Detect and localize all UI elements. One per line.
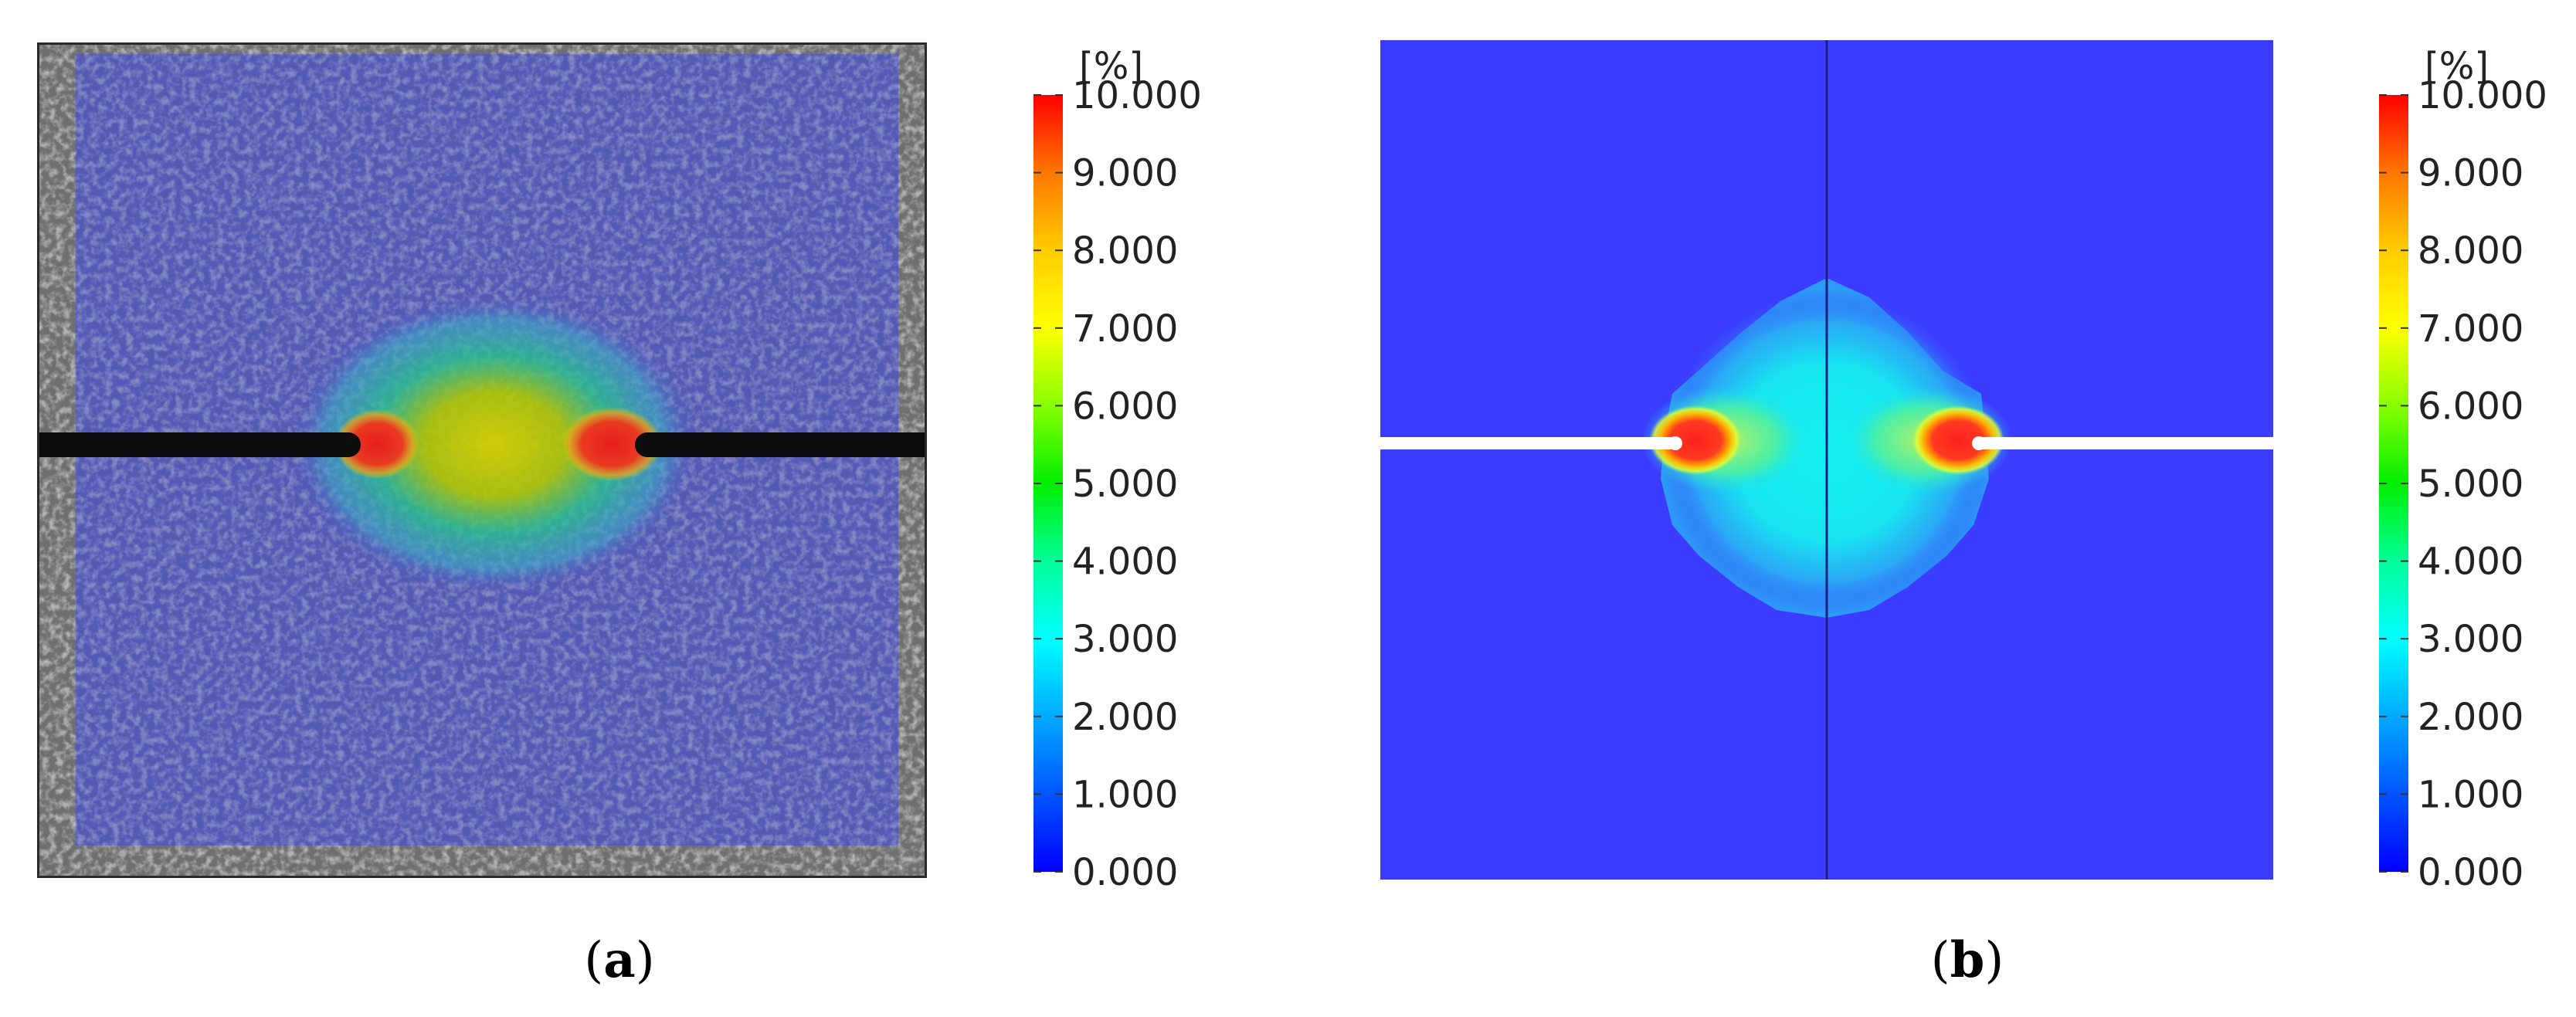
colorbar-tick-label: 9.000 xyxy=(1072,152,1178,195)
colorbar-tick-label: 2.000 xyxy=(2418,696,2523,739)
colorbar-tick-label: 6.000 xyxy=(1072,385,1178,428)
notch-tip-hotspot-right-b xyxy=(1912,405,2004,475)
colorbar-tick-label: 1.000 xyxy=(2418,773,2523,816)
colorbar-tick-label: 4.000 xyxy=(2418,541,2523,584)
notch-tip-hotspot-left xyxy=(334,409,419,479)
colorbar-tick-label: 9.000 xyxy=(2418,152,2523,195)
notch-left xyxy=(37,432,348,457)
colorbar-tick-label: 6.000 xyxy=(2418,385,2523,428)
colorbar-b-unit: [%] xyxy=(2425,45,2489,88)
strain-field xyxy=(294,297,695,591)
colorbar-tick-label: 10.000 xyxy=(1072,74,1202,117)
colorbar-tick-label: 8.000 xyxy=(1072,229,1178,273)
colorbar-tick-label: 8.000 xyxy=(2418,229,2523,273)
colorbar-tick-label: 1.000 xyxy=(1072,773,1178,816)
colorbar-tick-label: 0.000 xyxy=(1072,851,1178,894)
panel-a-label: (a) xyxy=(584,931,654,989)
colorbar-b: [%] 10.000 9.000 8.000 7.000 6.000 5.000 4.000… xyxy=(2379,45,2547,894)
notch-right xyxy=(647,432,927,457)
panel-b-image xyxy=(1380,40,2273,880)
colorbar-tick-label: 3.000 xyxy=(1072,618,1178,661)
colorbar-tick-label: 2.000 xyxy=(1072,696,1178,739)
colorbar-tick-label: 5.000 xyxy=(1072,463,1178,506)
colorbar-a: [%] 10.000 9.000 8.000 7.000 6.000 5.000 4.000… xyxy=(1033,45,1202,894)
colorbar-tick-label: 0.000 xyxy=(2418,851,2523,894)
colorbar-tick-label: 7.000 xyxy=(2418,307,2523,351)
colorbar-tick-label: 7.000 xyxy=(1072,307,1178,351)
colorbar-tick-label: 10.000 xyxy=(2418,74,2547,117)
colorbar-tick-label: 3.000 xyxy=(2418,618,2523,661)
panel-a-image xyxy=(37,42,927,878)
colorbar-tick-label: 5.000 xyxy=(2418,463,2523,506)
notch-left-b xyxy=(1380,437,1675,449)
colorbar-tick-label: 4.000 xyxy=(1072,541,1178,584)
notch-right-b xyxy=(1979,437,2273,449)
notch-tip-hotspot-left-b xyxy=(1649,405,1742,475)
notch-tip-hotspot-right xyxy=(562,407,662,481)
panel-b-label: (b) xyxy=(1931,931,2004,989)
colorbar-a-unit: [%] xyxy=(1079,45,1143,88)
